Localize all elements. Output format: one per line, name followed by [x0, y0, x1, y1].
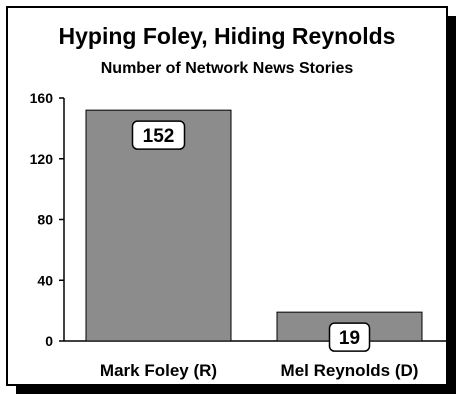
- y-tick-label: 160: [30, 90, 54, 106]
- data-label-box: [328, 322, 371, 352]
- plot-area: 0 40 80 120 160 152 Mark Foley (R) 19 Mel Reynol…: [30, 90, 446, 380]
- data-label: 19: [339, 328, 360, 349]
- y-tick-label: 40: [37, 272, 53, 288]
- data-label-box: [131, 120, 186, 150]
- y-tick-label: 120: [30, 151, 54, 167]
- chart-subtitle: Number of Network News Stories: [101, 60, 354, 77]
- x-tick-label: Mark Foley (R): [100, 361, 217, 380]
- data-label: 152: [143, 126, 175, 147]
- x-tick-label: Mel Reynolds (D): [281, 361, 419, 380]
- y-tick-label: 80: [37, 212, 53, 228]
- y-tick-label: 0: [45, 333, 53, 349]
- chart-title: Hyping Foley, Hiding Reynolds: [59, 23, 396, 49]
